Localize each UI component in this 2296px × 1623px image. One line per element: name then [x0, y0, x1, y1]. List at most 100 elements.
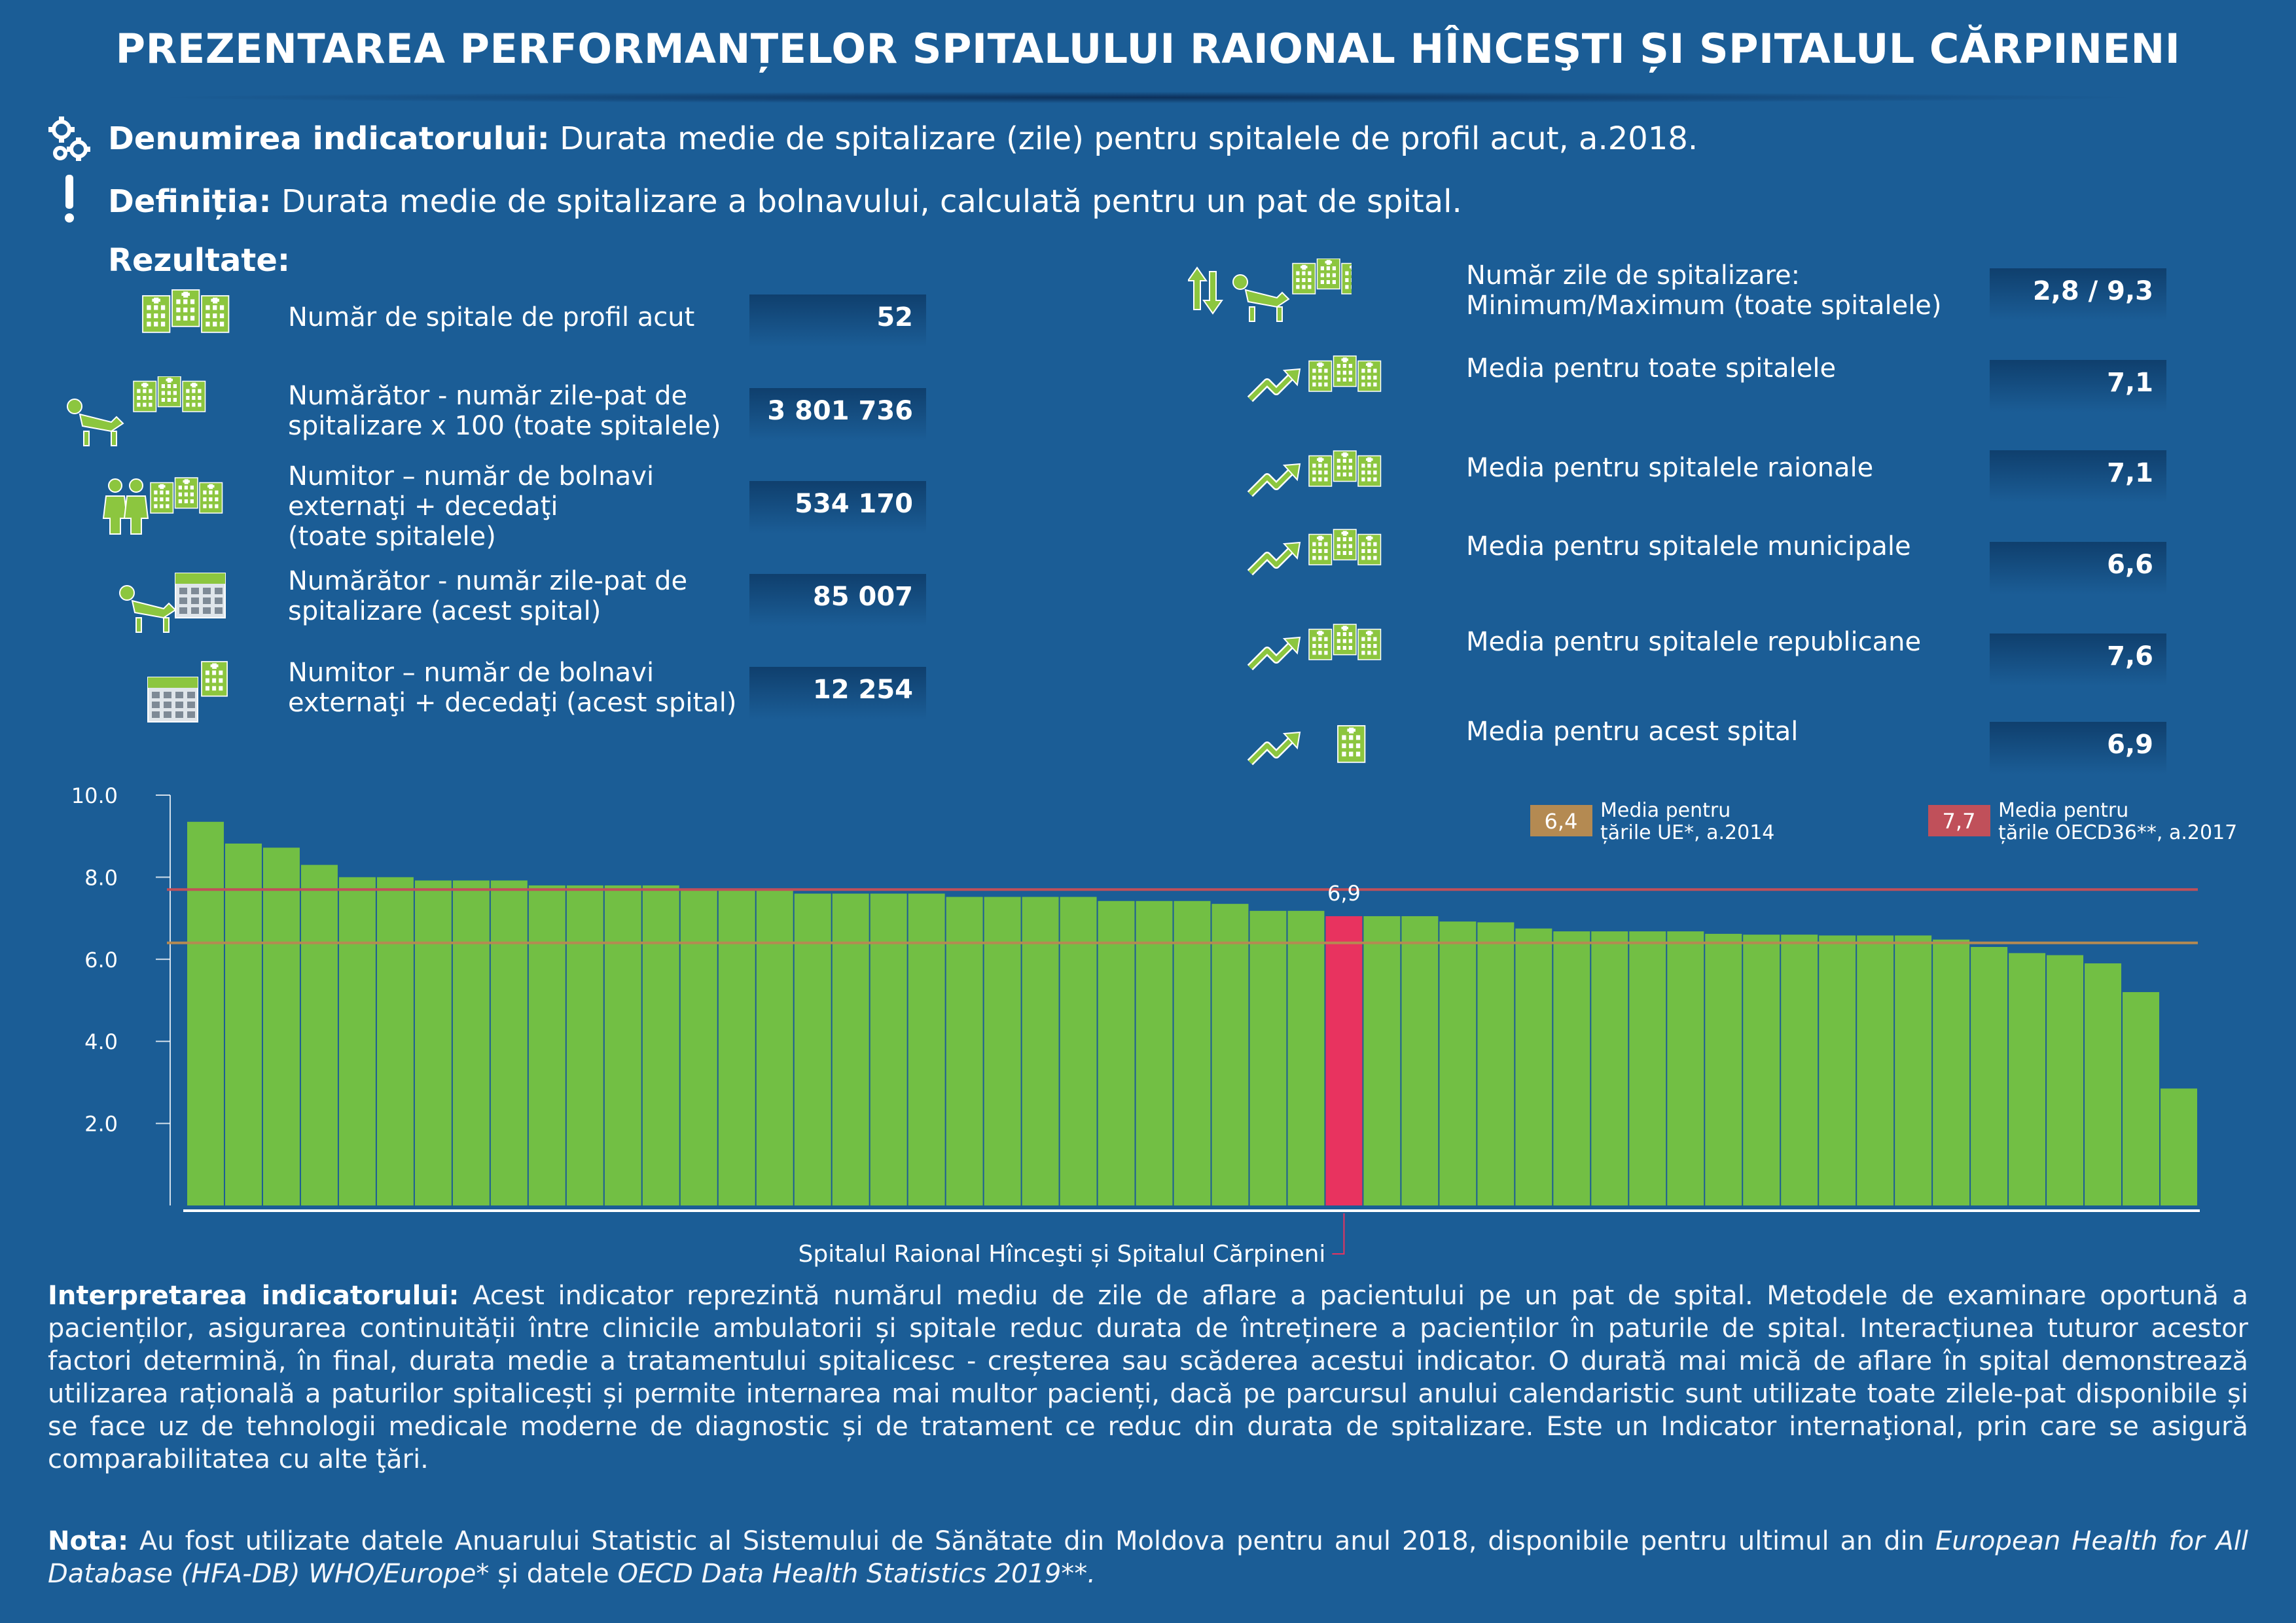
- reference-badge-value: 6,4: [1545, 809, 1578, 834]
- trend-up-hospitals-icon: [1244, 622, 1407, 696]
- right-result-value-5: 6,9: [1990, 722, 2166, 774]
- note-paragraph: Nota: Au fost utilizate datele Anuarului…: [48, 1525, 2248, 1590]
- left-result-label-4: Numitor – număr de bolnavi externaţi + de…: [288, 658, 736, 718]
- right-result-label-2: Media pentru spitalele raionale: [1466, 453, 1873, 483]
- right-result-label-3: Media pentru spitalele municipale: [1466, 531, 1911, 562]
- highlight-category-label: Spitalul Raional Hînceşti și Spitalul Că…: [798, 1241, 1326, 1268]
- bar: [604, 885, 641, 1205]
- bar: [187, 821, 224, 1205]
- left-result-value-1: 3 801 736: [749, 388, 926, 440]
- trend-up-hospitals-icon: [1244, 448, 1407, 523]
- bar: [2009, 953, 2046, 1205]
- left-result-label-line: Număr de spitale de profil acut: [288, 302, 695, 332]
- right-result-label-line: Media pentru acest spital: [1466, 717, 1799, 747]
- title-underline: [151, 92, 2145, 103]
- bar: [566, 885, 603, 1205]
- right-result-label-line: Media pentru toate spitalele: [1466, 353, 1837, 383]
- nota-italic-1: European Health for All Database (HFA-DB…: [48, 1526, 2248, 1589]
- patient-bed-hospitals-icon: [65, 376, 229, 451]
- min-max-arrows-icon: [1187, 258, 1365, 333]
- bar: [1591, 931, 1628, 1205]
- right-result-value-1: 7,1: [1990, 360, 2166, 412]
- bar: [946, 897, 983, 1205]
- bar: [2123, 991, 2160, 1205]
- trend-up-hospital-icon: [1244, 717, 1407, 791]
- bar: [1553, 931, 1590, 1205]
- left-result-label-line: Numărător - număr zile-pat de: [288, 566, 688, 596]
- bar: [1515, 928, 1552, 1205]
- reference-legend-text: Media pentru: [1998, 799, 2128, 822]
- bar: [528, 885, 565, 1205]
- bar: [832, 893, 869, 1205]
- left-result-value-2: 534 170: [749, 481, 926, 533]
- left-result-label-2: Numitor – număr de bolnavi externaţi + de…: [288, 461, 654, 552]
- bar: [870, 893, 907, 1205]
- bar: [1477, 922, 1515, 1205]
- hospital-buildings-icon: [137, 285, 301, 359]
- interpretation-label: Interpretarea indicatorului:: [48, 1281, 459, 1311]
- bar: [414, 880, 452, 1205]
- reference-badge: [1530, 805, 1592, 836]
- left-result-label-0: Număr de spitale de profil acut: [288, 302, 694, 332]
- trend-up-hospitals-icon: [1244, 353, 1407, 428]
- interpretation-paragraph: Interpretarea indicatorului: Acest indic…: [48, 1279, 2248, 1476]
- bar: [1249, 910, 1287, 1205]
- bar: [1401, 916, 1439, 1205]
- reference-badge: [1928, 805, 1990, 836]
- bar: [2047, 955, 2084, 1205]
- bar: [1629, 931, 1666, 1205]
- results-label: Rezultate:: [108, 242, 291, 279]
- y-tick-label: 8.0: [84, 865, 118, 890]
- bar: [262, 847, 300, 1205]
- bar: [2161, 1088, 2197, 1205]
- bar: [338, 877, 376, 1205]
- reference-badge-value: 7,7: [1943, 809, 1976, 834]
- left-result-value-3: 85 007: [749, 574, 926, 626]
- bar: [1743, 935, 1780, 1205]
- gears-icon: [46, 113, 93, 165]
- definition-label: Definiția:: [108, 183, 272, 220]
- left-result-value-0: 52: [749, 294, 926, 347]
- bar: [490, 880, 528, 1205]
- patient-bed-calendar-icon: [105, 569, 268, 644]
- bar: [984, 897, 1021, 1205]
- indicator-name-value: Durata medie de spitalizare (zile) pentr…: [560, 120, 1698, 157]
- bar: [452, 880, 490, 1205]
- page-title: PREZENTAREA PERFORMANȚELOR SPITALULUI RA…: [115, 25, 2181, 73]
- indicator-name-label: Denumirea indicatorului:: [108, 120, 550, 157]
- y-tick-label: 10.0: [71, 783, 118, 808]
- right-result-value-3: 6,6: [1990, 542, 2166, 594]
- bar: [680, 890, 717, 1205]
- left-result-label-line: spitalizare x 100 (toate spitalele): [288, 411, 721, 441]
- right-result-label-4: Media pentru spitalele republicane: [1466, 627, 1921, 657]
- right-result-label-0: Număr zile de spitalizare: Minimum/Maximu…: [1466, 260, 1942, 321]
- bar: [1098, 901, 1135, 1205]
- left-result-label-line: externaţi + decedaţi: [288, 491, 558, 522]
- left-result-label-3: Numărător - număr zile-pat de spitalizare…: [288, 566, 687, 626]
- bar: [1439, 921, 1477, 1205]
- nota-text-1: Au fost utilizate datele Anuarului Stati…: [139, 1526, 1935, 1556]
- left-result-label-line: Numitor – număr de bolnavi: [288, 461, 655, 491]
- exclamation-icon: [62, 173, 77, 226]
- bar: [718, 890, 755, 1205]
- left-result-label-line: Numitor – număr de bolnavi: [288, 658, 655, 688]
- bar: [1971, 946, 2008, 1205]
- y-tick-label: 6.0: [84, 948, 118, 972]
- nota-label: Nota:: [48, 1526, 129, 1556]
- bar: [1363, 916, 1401, 1205]
- trend-up-hospitals-icon: [1244, 527, 1407, 601]
- bar: [1136, 901, 1173, 1205]
- highlight-callout-line: [1332, 1213, 1345, 1255]
- bar: [1933, 939, 1970, 1205]
- right-result-label-5: Media pentru acest spital: [1466, 717, 1798, 747]
- right-result-label-1: Media pentru toate spitalele: [1466, 353, 1836, 383]
- nota-italic-2: OECD Data Health Statistics 2019**.: [617, 1559, 1096, 1589]
- bar: [1060, 897, 1097, 1205]
- nota-text-2: și datele: [489, 1559, 618, 1589]
- bar: [224, 843, 262, 1205]
- bar: [908, 893, 945, 1205]
- calendar-hospital-icon: [118, 658, 281, 732]
- bar: [1781, 935, 1818, 1205]
- right-result-value-4: 7,6: [1990, 633, 2166, 686]
- bar: [1705, 933, 1742, 1205]
